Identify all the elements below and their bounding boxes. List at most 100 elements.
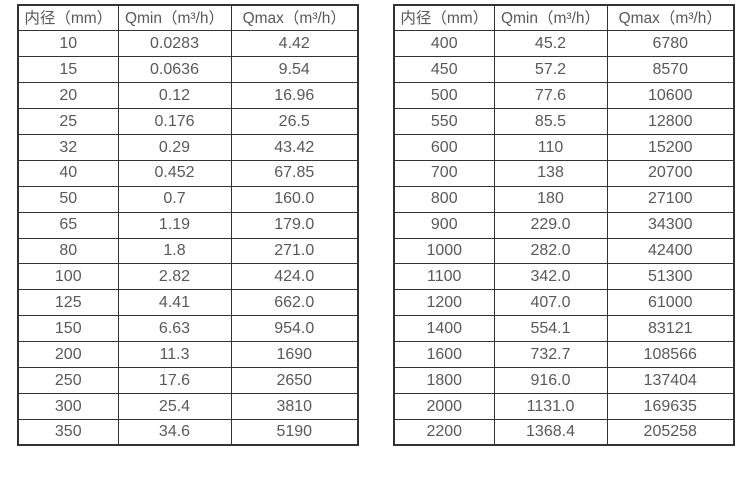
table-cell: 10 [17, 30, 119, 58]
flow-spec-table-small-diameters: 内径（mm） Qmin（m³/h） Qmax（m³/h） 10 0.0283 4.4… [17, 4, 359, 447]
header-qmax: Qmax（m³/h） [230, 4, 359, 32]
table-cell: 3810 [230, 392, 359, 420]
table-row: 80 1.8 271.0 [17, 237, 359, 265]
table-row: 200 11.3 1690 [17, 341, 359, 368]
table-cell: 26.5 [230, 108, 359, 135]
table-cell: 83121 [606, 315, 735, 343]
table-cell: 407.0 [493, 289, 608, 317]
table-cell: 9.54 [230, 56, 359, 84]
table-cell: 700 [393, 159, 495, 187]
table-cell: 600 [393, 133, 495, 161]
table-cell: 34300 [606, 211, 735, 239]
table-cell: 77.6 [493, 82, 608, 110]
table-cell: 43.42 [230, 133, 359, 161]
table-cell: 1600 [393, 341, 495, 368]
table-cell: 800 [393, 185, 495, 213]
table-cell: 1690 [230, 341, 359, 368]
table-cell: 1131.0 [493, 392, 608, 420]
table-cell: 400 [393, 30, 495, 58]
table-cell: 6.63 [117, 315, 232, 343]
table-cell: 61000 [606, 289, 735, 317]
table-row: 600 110 15200 [393, 133, 735, 161]
table-cell: 916.0 [493, 366, 608, 394]
table-row: 550 85.5 12800 [393, 108, 735, 135]
table-cell: 11.3 [117, 341, 232, 368]
table-cell: 0.0283 [117, 30, 232, 58]
table-cell: 229.0 [493, 211, 608, 239]
table-cell: 271.0 [230, 237, 359, 265]
table-row: 32 0.29 43.42 [17, 133, 359, 161]
table-cell: 25 [17, 108, 119, 135]
table-cell: 954.0 [230, 315, 359, 343]
table-row: 250 17.6 2650 [17, 366, 359, 394]
table-cell: 1000 [393, 237, 495, 265]
table-cell: 200 [17, 341, 119, 368]
table-row: 400 45.2 6780 [393, 30, 735, 58]
table-cell: 10600 [606, 82, 735, 110]
table-cell: 42400 [606, 237, 735, 265]
table-cell: 65 [17, 211, 119, 239]
table-cell: 25.4 [117, 392, 232, 420]
table-cell: 205258 [606, 418, 735, 446]
table-cell: 0.0636 [117, 56, 232, 84]
table-cell: 180 [493, 185, 608, 213]
table-cell: 0.7 [117, 185, 232, 213]
table-row: 500 77.6 10600 [393, 82, 735, 110]
table-row: 25 0.176 26.5 [17, 108, 359, 135]
table-cell: 350 [17, 418, 119, 446]
table-row: 65 1.19 179.0 [17, 211, 359, 239]
table-body: 400 45.2 6780 450 57.2 8570 500 77.6 10600 550 85.… [393, 30, 735, 446]
table-row: 1800 916.0 137404 [393, 366, 735, 394]
table-cell: 0.176 [117, 108, 232, 135]
header-qmin: Qmin（m³/h） [493, 4, 608, 32]
table-row: 1000 282.0 42400 [393, 237, 735, 265]
table-cell: 45.2 [493, 30, 608, 58]
table-row: 350 34.6 5190 [17, 418, 359, 446]
table-cell: 0.452 [117, 159, 232, 187]
table-cell: 15200 [606, 133, 735, 161]
table-cell: 500 [393, 82, 495, 110]
table-cell: 20 [17, 82, 119, 110]
header-qmin: Qmin（m³/h） [117, 4, 232, 32]
table-cell: 450 [393, 56, 495, 84]
header-row: 内径（mm） Qmin（m³/h） Qmax（m³/h） [17, 4, 359, 32]
table-cell: 1100 [393, 263, 495, 291]
header-row: 内径（mm） Qmin（m³/h） Qmax（m³/h） [393, 4, 735, 32]
table-cell: 80 [17, 237, 119, 265]
table-cell: 137404 [606, 366, 735, 394]
table-cell: 160.0 [230, 185, 359, 213]
table-cell: 282.0 [493, 237, 608, 265]
table-cell: 1.8 [117, 237, 232, 265]
table-cell: 4.41 [117, 289, 232, 317]
table-row: 900 229.0 34300 [393, 211, 735, 239]
flow-spec-tables-page: 内径（mm） Qmin（m³/h） Qmax（m³/h） 10 0.0283 4.4… [17, 4, 735, 447]
table-cell: 169635 [606, 392, 735, 420]
table-row: 450 57.2 8570 [393, 56, 735, 84]
table-row: 700 138 20700 [393, 159, 735, 187]
table-cell: 179.0 [230, 211, 359, 239]
table-cell: 900 [393, 211, 495, 239]
table-cell: 300 [17, 392, 119, 420]
table-row: 2000 1131.0 169635 [393, 392, 735, 420]
table-row: 1600 732.7 108566 [393, 341, 735, 368]
table-cell: 150 [17, 315, 119, 343]
header-inner-diameter: 内径（mm） [393, 4, 495, 32]
table-cell: 0.29 [117, 133, 232, 161]
table-cell: 110 [493, 133, 608, 161]
table-cell: 2000 [393, 392, 495, 420]
table-row: 15 0.0636 9.54 [17, 56, 359, 84]
table-row: 1400 554.1 83121 [393, 315, 735, 343]
table-cell: 85.5 [493, 108, 608, 135]
flow-spec-table-large-diameters: 内径（mm） Qmin（m³/h） Qmax（m³/h） 400 45.2 6780… [393, 4, 735, 447]
table-cell: 550 [393, 108, 495, 135]
table-cell: 17.6 [117, 366, 232, 394]
table-cell: 12800 [606, 108, 735, 135]
table-cell: 50 [17, 185, 119, 213]
table-cell: 2650 [230, 366, 359, 394]
table-cell: 5190 [230, 418, 359, 446]
table-row: 300 25.4 3810 [17, 392, 359, 420]
table-cell: 732.7 [493, 341, 608, 368]
table-cell: 2.82 [117, 263, 232, 291]
table-cell: 100 [17, 263, 119, 291]
table-row: 2200 1368.4 205258 [393, 418, 735, 446]
